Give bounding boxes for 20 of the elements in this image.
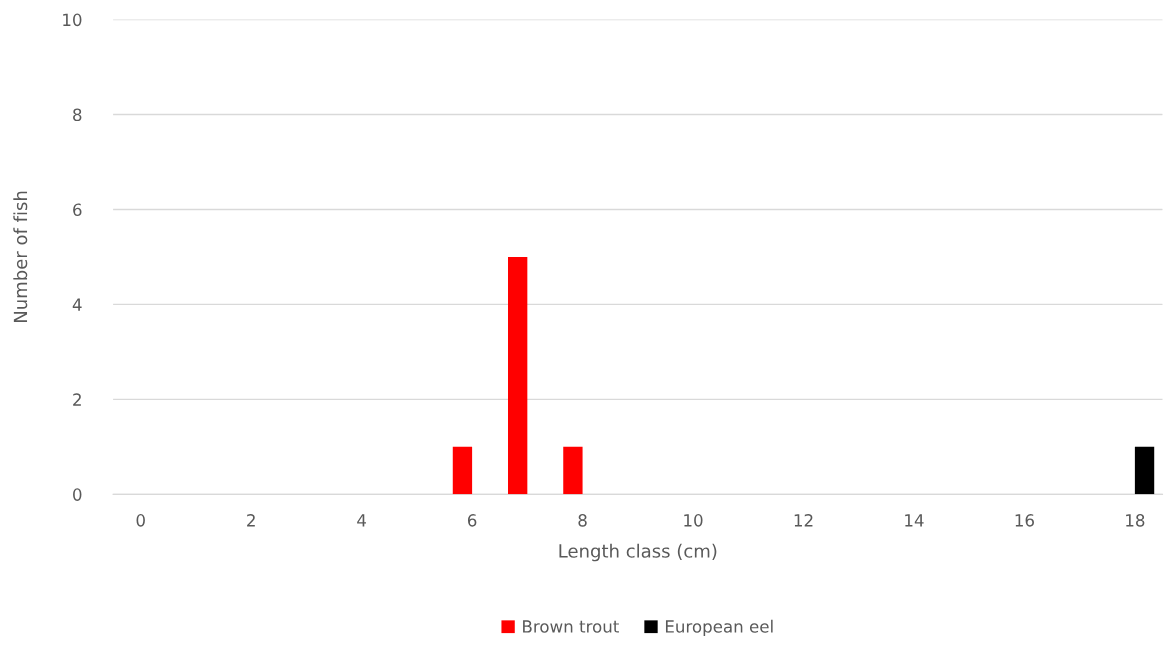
y-tick-label: 0 (73, 488, 82, 501)
x-tick-label: 18 (1126, 514, 1145, 527)
y-tick-label: 2 (73, 393, 81, 406)
y-axis-title: Number of fish (13, 191, 28, 322)
x-tick-label: 0 (136, 514, 145, 527)
x-tick-label: 16 (1015, 514, 1034, 527)
y-tick-label: 6 (73, 203, 82, 217)
x-tick-label: 2 (247, 514, 255, 527)
x-tick-label: 12 (794, 514, 813, 527)
x-tick-label: 8 (578, 514, 587, 527)
x-axis-title: Length class (cm) (559, 543, 717, 562)
x-tick-label: 6 (467, 514, 477, 527)
y-tick-label: 8 (73, 108, 82, 122)
legend-label: Brown trout (523, 620, 619, 633)
x-tick-label: 4 (357, 514, 367, 527)
x-tick-label: 14 (905, 514, 924, 527)
y-tick-label: 4 (72, 298, 82, 311)
x-tick-label: 10 (684, 514, 703, 527)
legend-label: European eel (665, 619, 773, 636)
y-tick-label: 10 (63, 13, 82, 27)
